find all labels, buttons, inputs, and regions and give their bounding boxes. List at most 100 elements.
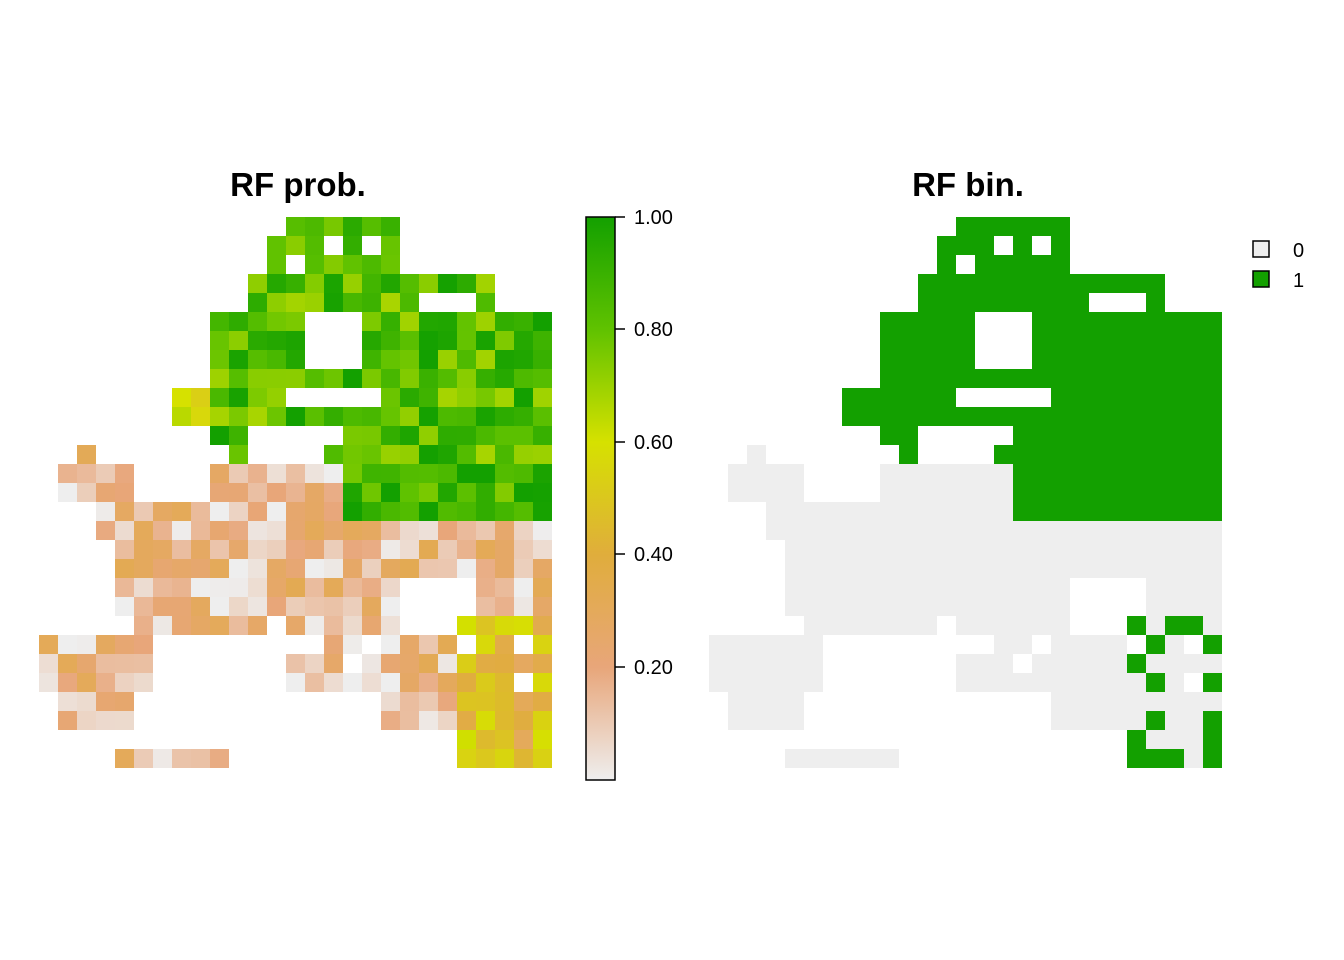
binary-cell [1051,692,1070,711]
probability-cell [96,635,115,654]
probability-cell [381,445,400,464]
probability-cell [495,521,514,540]
binary-cell [1146,331,1165,350]
probability-cell [438,711,457,730]
probability-cell [495,483,514,502]
binary-cell [1203,502,1222,521]
probability-cell [153,749,172,768]
probability-cell [210,540,229,559]
binary-cell [1184,445,1203,464]
binary-cell [1184,331,1203,350]
binary-cell [956,274,975,293]
probability-cell [324,521,343,540]
probability-cell [533,445,552,464]
probability-cell [324,369,343,388]
probability-cell [495,692,514,711]
binary-cell [842,521,861,540]
probability-cell [476,369,495,388]
probability-cell [286,274,305,293]
probability-cell [400,464,419,483]
binary-cell [1013,369,1032,388]
binary-cell [918,388,937,407]
probability-cell [248,312,267,331]
binary-cell [1013,502,1032,521]
probability-cell [191,388,210,407]
binary-cell [994,578,1013,597]
binary-cell [1032,559,1051,578]
binary-cell [1070,559,1089,578]
probability-cell [324,616,343,635]
binary-cell [880,502,899,521]
probability-cell [248,540,267,559]
binary-cell [1032,616,1051,635]
binary-cell [1089,331,1108,350]
binary-cell [1203,616,1222,635]
binary-cell [1070,293,1089,312]
probability-cell [172,502,191,521]
binary-cell [1184,559,1203,578]
binary-cell [1070,483,1089,502]
binary-cell [994,464,1013,483]
probability-cell [77,483,96,502]
probability-cell [267,350,286,369]
binary-cell [728,635,747,654]
probability-cell [400,635,419,654]
probability-cell [191,407,210,426]
probability-cell [210,749,229,768]
probability-cell [305,540,324,559]
binary-cell [1203,483,1222,502]
probability-cell [210,388,229,407]
binary-cell [785,654,804,673]
probability-cell [286,597,305,616]
binary-cell [937,502,956,521]
probability-cell [362,502,381,521]
probability-cell [115,711,134,730]
probability-map [39,217,552,768]
probability-cell [267,312,286,331]
binary-cell [1127,331,1146,350]
binary-cell [861,559,880,578]
probability-cell [248,407,267,426]
binary-cell [937,521,956,540]
probability-cell [267,274,286,293]
binary-cell [1203,388,1222,407]
probability-cell [381,483,400,502]
binary-cell [1089,426,1108,445]
probability-cell [514,426,533,445]
probability-cell [457,350,476,369]
probability-cell [476,521,495,540]
binary-cell [1013,673,1032,692]
probability-cell [286,407,305,426]
binary-cell [728,673,747,692]
probability-cell [438,502,457,521]
binary-cell [1032,445,1051,464]
binary-cell [1165,388,1184,407]
probability-cell [96,502,115,521]
binary-legend: 0 1 [1252,240,1304,292]
probability-cell [172,616,191,635]
probability-cell [457,521,476,540]
binary-cell [728,483,747,502]
probability-cell [495,711,514,730]
probability-cell [476,559,495,578]
binary-cell [1127,654,1146,673]
binary-cell [861,540,880,559]
binary-cell [1184,407,1203,426]
probability-cell [58,692,77,711]
probability-cell [476,597,495,616]
binary-cell [1146,711,1165,730]
binary-cell [937,274,956,293]
probability-cell [514,559,533,578]
binary-cell [1165,483,1184,502]
binary-cell [880,597,899,616]
probability-cell [457,749,476,768]
probability-cell [381,521,400,540]
binary-cell [899,369,918,388]
probability-cell [419,673,438,692]
binary-cell [1146,388,1165,407]
probability-cell [153,559,172,578]
probability-cell [267,597,286,616]
probability-cell [134,597,153,616]
probability-cell [438,426,457,445]
probability-cell [514,369,533,388]
